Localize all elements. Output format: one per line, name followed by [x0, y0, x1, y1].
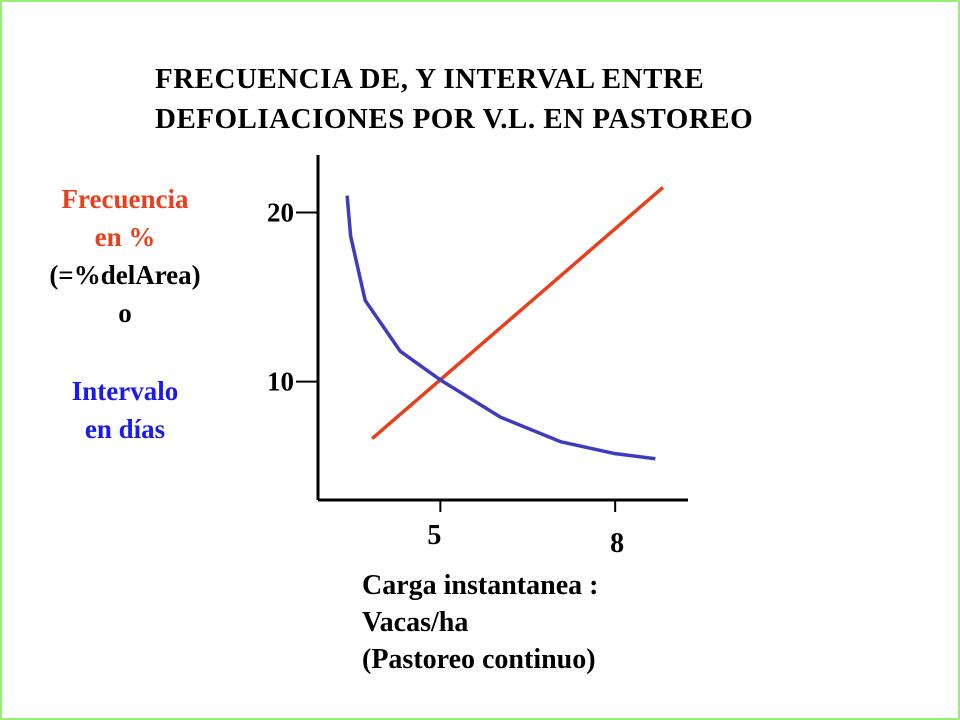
y-tick-label: 20: [267, 198, 294, 228]
y-tick-label: 10: [267, 367, 294, 397]
y-axis-label: Intervalo: [72, 376, 178, 406]
chart-title: DEFOLIACIONES POR V.L. EN PASTOREO: [155, 103, 753, 135]
y-axis-label: (=%delArea): [49, 260, 200, 290]
series-line: [345, 195, 656, 461]
x-axis-label: Vacas/ha: [362, 607, 468, 638]
chart-title: FRECUENCIA DE, Y INTERVAL ENTRE: [155, 63, 704, 95]
y-axis-label: en días: [85, 414, 165, 444]
x-tick-label: 5: [427, 520, 441, 551]
x-axis-label: (Pastoreo continuo): [362, 644, 596, 675]
x-axis-label: Carga instantanea :: [362, 570, 598, 601]
y-axis-label: o: [118, 298, 132, 328]
series-line: [371, 186, 665, 440]
x-tick-label: 8: [610, 528, 624, 559]
y-axis-label: en %: [95, 222, 156, 252]
y-axis-label: Frecuencia: [62, 184, 189, 214]
